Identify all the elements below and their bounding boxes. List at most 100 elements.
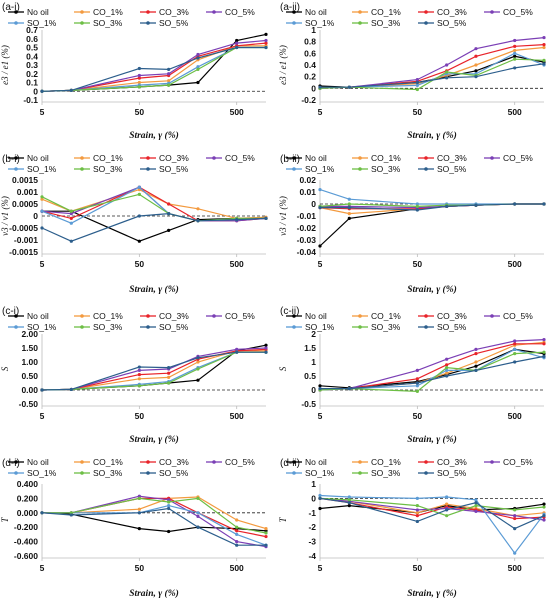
y-axis-label: S [0, 366, 10, 371]
data-point [137, 377, 141, 381]
legend-marker [14, 167, 18, 171]
data-point [347, 495, 351, 499]
series-so_3pct [40, 350, 268, 392]
legend-entry: CO_1% [371, 7, 401, 17]
legend-marker [424, 471, 428, 475]
y-axis-label: T [278, 517, 288, 523]
y-tick-label: 0.0005 [12, 199, 38, 209]
series-line [319, 189, 544, 205]
y-tick-label: 0.5 [26, 43, 38, 53]
y-tick-label: 0 [311, 83, 316, 93]
data-point [264, 543, 268, 547]
legend-marker [146, 10, 150, 14]
series-so_5pct [318, 62, 546, 89]
data-point [137, 365, 141, 369]
panel-a-i: (a-i) No oil CO_1% CO_3% CO_5% SO_1% SO_3% SO_5… [0, 2, 268, 141]
legend-entry: SO_3% [93, 468, 123, 478]
data-point [137, 214, 141, 218]
data-point [513, 527, 517, 531]
data-point [137, 76, 141, 80]
data-point [235, 38, 239, 43]
x-tick-label: 5 [318, 107, 323, 117]
y-tick-label: 1 [311, 25, 316, 35]
data-point [264, 350, 268, 354]
legend-entry: CO_3% [437, 7, 467, 17]
series-so_1pct [318, 188, 546, 206]
series-so_1pct [318, 493, 546, 555]
x-tick-label: 50 [413, 259, 423, 269]
legend-entry: No oil [305, 153, 327, 163]
y-tick-label: -0.50 [19, 399, 39, 409]
data-point [69, 513, 73, 517]
y-tick-label: -0.0015 [9, 247, 38, 257]
data-point [167, 79, 171, 83]
data-point [542, 42, 546, 47]
data-point [542, 35, 546, 40]
series-co_1pct [40, 349, 268, 392]
x-tick-label: 500 [230, 411, 244, 421]
legend-entry: CO_5% [503, 7, 533, 17]
y-tick-label: 0.4 [26, 51, 38, 61]
data-point [235, 540, 239, 544]
data-point [415, 377, 419, 381]
panel-d-ii: (d-ii) No oil CO_1% CO_3% CO_5% SO_1% SO_3% SO_… [278, 457, 546, 599]
legend-entry: CO_5% [225, 7, 255, 17]
data-point [318, 206, 322, 210]
series-co_5pct [40, 494, 268, 549]
series-line [319, 44, 545, 89]
data-point [235, 532, 239, 536]
legend-marker [424, 314, 428, 318]
y-axis-label: S [278, 366, 288, 371]
x-tick-label: 500 [508, 259, 522, 269]
legend-marker [490, 156, 494, 160]
data-point [196, 65, 200, 69]
data-point [445, 204, 449, 208]
y-tick-label: 0.50 [21, 371, 38, 381]
data-point [196, 219, 200, 223]
series-line [41, 351, 266, 391]
legend-marker [358, 167, 362, 171]
data-point [513, 516, 517, 521]
legend-marker [80, 325, 84, 329]
data-point [474, 501, 478, 505]
legend-marker [358, 314, 362, 318]
data-point [513, 347, 517, 351]
series-line [319, 46, 545, 89]
legend-marker [490, 460, 494, 464]
y-tick-label: 0.01 [299, 187, 316, 197]
legend-entry: No oil [305, 7, 327, 17]
y-tick-label: 0.3 [26, 60, 38, 70]
data-point [318, 493, 322, 498]
legend-entry: SO_1% [305, 322, 335, 332]
y-tick-label: 0.6 [26, 34, 38, 44]
legend-entry: CO_3% [437, 153, 467, 163]
data-point [167, 506, 171, 511]
data-point [445, 502, 449, 506]
data-point [513, 342, 517, 346]
data-point [445, 374, 449, 378]
legend-entry: SO_1% [305, 18, 335, 28]
y-tick-label: 1.50 [21, 343, 38, 353]
data-point [513, 44, 517, 48]
legend-entry: CO_1% [93, 153, 123, 163]
series-line [319, 497, 545, 517]
y-tick-label: 0.4 [304, 60, 316, 70]
data-point [40, 511, 44, 515]
x-axis-label: Strain, γ (%) [407, 588, 457, 599]
data-point [196, 496, 200, 500]
legend-entry: SO_5% [159, 18, 189, 28]
legend-marker [292, 314, 296, 318]
data-point [235, 347, 239, 351]
y-tick-label: 0.0015 [12, 175, 38, 185]
y-tick-label: -0.001 [14, 235, 38, 245]
y-axis-label: e3 / e1 (%) [0, 45, 10, 85]
legend-entry: CO_1% [371, 153, 401, 163]
data-point [318, 244, 322, 248]
y-tick-label: -0.5 [301, 399, 316, 409]
legend-entry: SO_1% [27, 322, 57, 332]
y-tick-label: 0.001 [17, 187, 39, 197]
legend-entry: SO_5% [159, 322, 189, 332]
data-point [167, 375, 171, 379]
data-point [513, 51, 517, 55]
legend-entry: CO_5% [225, 153, 255, 163]
